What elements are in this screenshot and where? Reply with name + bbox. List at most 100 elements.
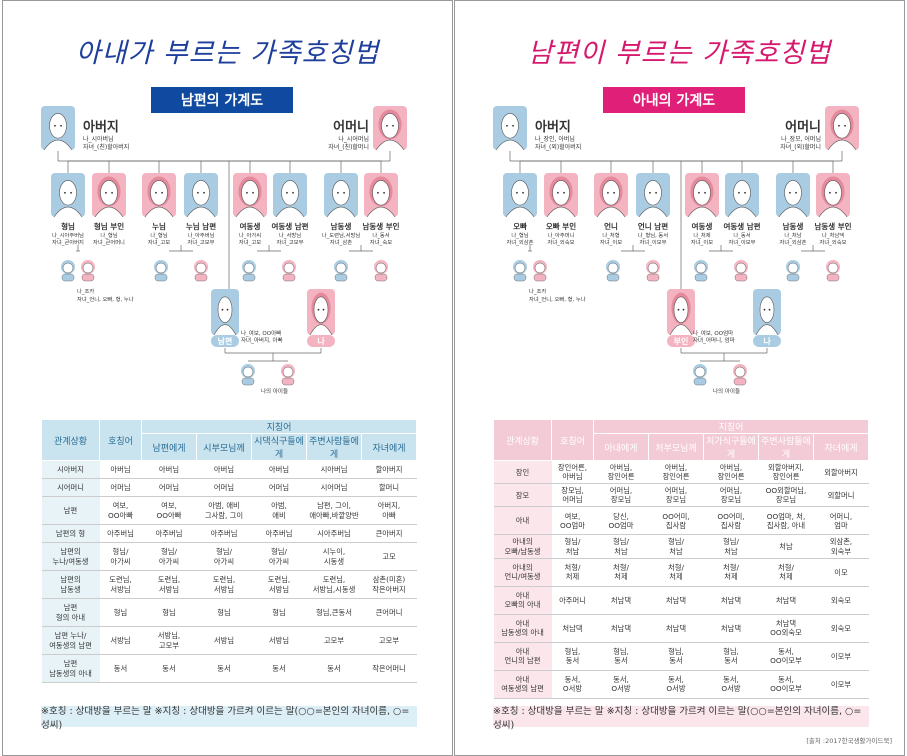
table-cell: 처형/처제 [758,558,814,587]
sibling-name: 오빠 [513,221,527,231]
spouse-portrait [211,289,239,336]
table-row: 시아버지 아버님 아버님 아버님 아버님 시아버님 할아버지 [41,460,417,479]
sibling-name: 여동생 남편 [723,221,760,231]
sibling-sub: 나_처제 [693,231,710,239]
table-cell: 동서 [141,654,197,683]
table-cell: OO외할머님, 장모님 [758,483,814,508]
sibling-name: 여동생 남편 [271,221,308,231]
table-cell: 처남댁 [703,614,759,643]
sibling-sub: 나_서방님 [279,231,301,239]
mother-name: 어머니 [785,119,821,135]
nephew-icon [61,260,75,282]
sibling-portrait [594,173,628,218]
sibling-portrait [273,173,307,218]
sibling-sub: 자녀_이모 [600,238,622,246]
sibling-portrait [184,173,218,218]
table-cell: 외할아버지 [813,460,869,485]
table-cell: 처남댁 [648,586,704,615]
table-row: 남편의 형 아주버님 아주버님 아주버님 아주버님 시아주버님 큰아버지 [41,524,417,543]
nephew-sub: 나_조카 [529,287,546,295]
table-cell: 어머님, 장모님 [648,483,704,508]
me-label: 나 [753,335,781,347]
table-cell: 아버님, 장인어른 [593,460,649,485]
father-name: 아버지 [83,119,119,135]
table-cell: 동서 [251,654,307,683]
table-cell: 아내 [493,506,552,536]
sibling-sub: 나_동서 [733,231,750,239]
sibling-portrait [324,173,358,218]
sibling-portrait [636,173,670,218]
table-cell: 아버님 [251,460,307,479]
chip-label: 남편 [218,336,233,346]
nephew-icon [606,260,620,282]
niece-icon [826,260,840,282]
table-row: 아내 언니의 남편 형님, 동서 형님, 동서 형님, 동서 형님, 동서 동서, OO이모부 이모부 [493,642,869,671]
chip-label: 나 [317,336,325,346]
table-cell: 아범, 애비 그사람, 그이 [196,496,252,525]
table-cell: 아버님 [99,460,142,479]
table-cell: OO어미, 집사람 [703,506,759,536]
sub-header: 처가식구들에게 [703,433,759,461]
nephew-sub: 자녀_언니, 오빠, 형, 누나 [529,295,586,303]
sibling-sub: 자녀_고모 [148,238,170,246]
table-cell: 아내 오빠의 아내 [493,586,552,615]
sibling-sub: 자녀_외삼촌 [506,238,533,246]
sibling-portrait [142,173,176,218]
table-cell: 외숙모 [813,614,869,643]
table-cell: 처남댁 [703,586,759,615]
sibling-sub: 자녀_숙모 [370,238,392,246]
table-cell: 외삼촌, 외숙부 [813,534,869,559]
mother-name: 어머니 [333,119,369,135]
nephew-icon [786,260,800,282]
table-cell: 남편 남동생의 아내 [41,654,100,683]
table-cell: 형님/아가씨 [99,542,142,571]
niece-icon [282,260,296,282]
table-row: 아내 남동생의 아내 처남댁 처남댁 처남댁 처남댁 처남댁 OO외숙모 외숙모 [493,614,869,643]
table-cell: 아버님 [196,460,252,479]
table-cell: 도련님, 서방님 [251,570,307,599]
table-cell: 아내 언니의 남편 [493,642,552,671]
sibling-portrait [685,173,719,218]
father-sub: 나_장인, 아버님 [535,135,575,143]
table-cell: 남편의 남동생 [41,570,100,599]
table-cell: 동서, O서방 [703,670,759,699]
table-cell: 아버님, 장인어른 [703,460,759,485]
sibling-name: 형님 [61,221,75,231]
sub-header: 시댁식구들에게 [251,433,307,461]
sibling-portrait [233,173,267,218]
sub-header: 주변사람들에게 [758,433,814,461]
sibling-sub: 나_형님, 동서 [638,231,669,239]
table-cell: 형님/아가씨 [196,542,252,571]
child-icon [733,364,747,386]
sibling-sub: 나_동서 [372,231,389,239]
child-icon [693,364,707,386]
me-portrait [307,289,335,336]
father-portrait [493,106,527,151]
nephew-icon [334,260,348,282]
children-label: 나의 아이들 [713,387,740,395]
table-cell: 장모님, 어머님 [551,483,594,508]
sibling-sub: 나_아주머니 [547,231,574,239]
sibling-portrait [725,173,759,218]
sibling-sub: 나_아가씨 [239,231,261,239]
table-cell: 도련님, 서방님 [99,570,142,599]
table-row: 아내 여보, OO엄마 당신, OO엄마 OO어미, 집사람 OO어미, 집사람 OO엄마, 처,… [493,506,869,536]
sibling-sub: 자녀_외숙모 [819,238,846,246]
table-cell: 동서, OO이모부 [758,670,814,699]
sub-header: 자녀에게 [813,433,869,461]
table-cell: 남편의 누나/여동생 [41,542,100,571]
table-cell: 어머님 [196,478,252,497]
niece-icon [194,260,208,282]
sub-header: 처부모님께 [648,433,704,461]
table-cell: 동서 [99,654,142,683]
table-cell: 아주머니 [551,586,594,615]
table-cell: 외숙모 [813,586,869,615]
table-cell: 시어머님 [306,478,362,497]
table-cell: 처남댁 [648,614,704,643]
table-row: 시어머니 어머님 어머님 어머님 어머님 시어머님 할머니 [41,478,417,497]
table-cell: 형님, 동서 [648,642,704,671]
table-cell: 형님/처남 [703,534,759,559]
table-cell: 처형/처제 [551,558,594,587]
table-cell: 고모부 [361,626,417,655]
